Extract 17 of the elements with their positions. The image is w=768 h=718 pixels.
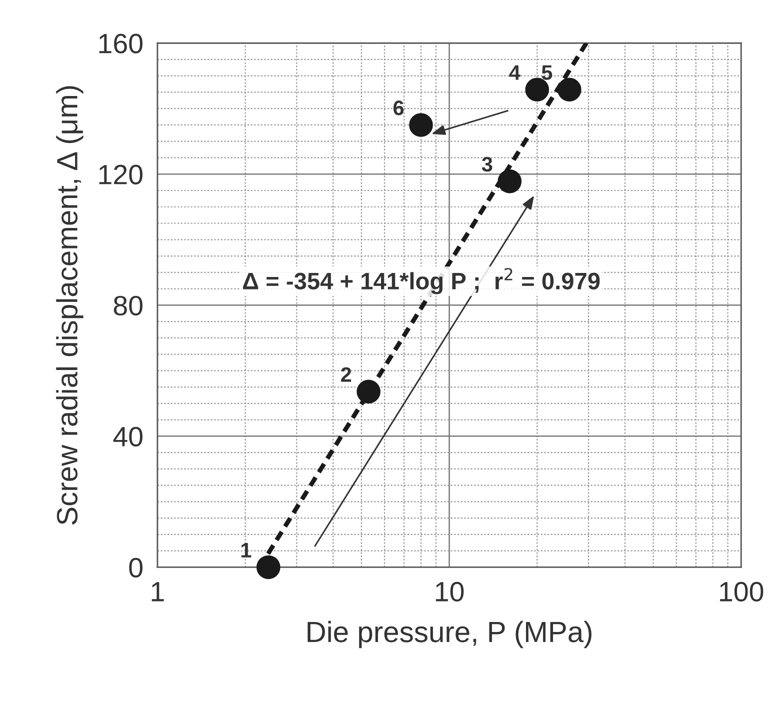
annotation: Δ = -354 + 141*log P ; r$^{2}$ = 0.979 (243, 268, 600, 294)
x-axis-title: Die pressure, P (MPa) (308, 620, 592, 648)
y-tick-label: 80 (114, 296, 142, 316)
x-tick-label: 1 (152, 582, 164, 602)
x-tick-label: 10 (436, 582, 464, 602)
annotation: 2 (341, 367, 352, 382)
annotation: 5 (542, 65, 552, 80)
y-tick-label: 120 (99, 164, 142, 184)
annotation: 1 (241, 543, 252, 558)
annotation: 3 (482, 156, 492, 172)
annotation: 6 (394, 100, 404, 116)
y-axis-title: Screw radial displacement, Δ (μm) (56, 86, 84, 525)
x-tick-label: 100 (720, 582, 764, 602)
y-tick-label: 0 (129, 558, 142, 578)
y-tick-label: 160 (99, 34, 142, 54)
y-tick-label: 40 (113, 426, 142, 447)
annotation: 4 (509, 65, 520, 80)
